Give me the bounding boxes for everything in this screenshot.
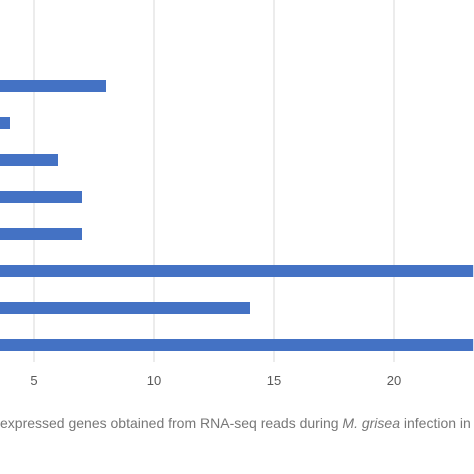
bar-3 [0, 154, 58, 166]
caption-species: M. grisea [342, 415, 400, 431]
bar-8 [0, 339, 474, 351]
x-tick-label: 20 [387, 373, 401, 388]
gridlines [33, 0, 395, 362]
figure-caption: expressed genes obtained from RNA-seq re… [0, 415, 474, 431]
x-tick-label: 10 [147, 373, 161, 388]
caption-text-end: infection in p [403, 415, 474, 431]
bar-1 [0, 80, 106, 92]
bar-5 [0, 228, 82, 240]
x-tick-labels: 5 10 15 20 [30, 373, 401, 388]
bar-2 [0, 117, 10, 129]
x-tick-label: 15 [267, 373, 281, 388]
bars [0, 80, 474, 351]
x-tick-label: 5 [30, 373, 37, 388]
bar-4 [0, 191, 82, 203]
bar-6 [0, 265, 474, 277]
bar-7 [0, 302, 250, 314]
caption-text-start: expressed genes obtained from RNA-seq re… [0, 415, 343, 431]
